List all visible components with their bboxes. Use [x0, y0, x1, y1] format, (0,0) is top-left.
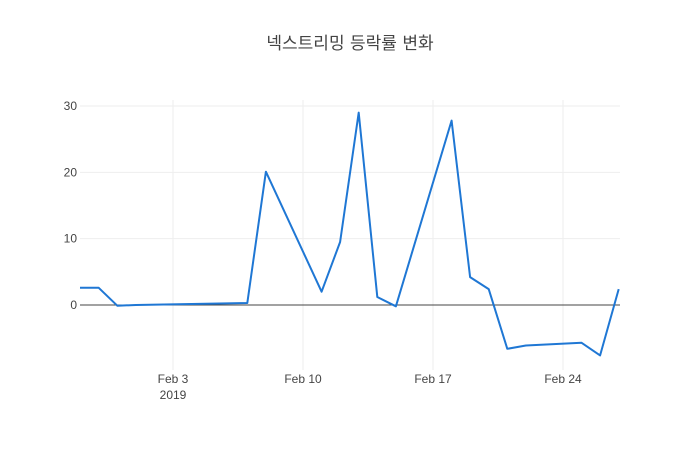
x-tick-label: Feb 3	[158, 372, 189, 386]
grid	[80, 100, 620, 370]
x-tick-sublabel: 2019	[160, 388, 187, 402]
y-tick-label: 30	[64, 99, 78, 113]
y-tick-label: 10	[64, 232, 78, 246]
y-tick-label: 0	[70, 298, 77, 312]
axes: Feb 3 2019 Feb 10 Feb 17 Feb 24 0 10 20 30	[64, 99, 582, 402]
x-tick-label: Feb 10	[284, 372, 322, 386]
chart-title: 넥스트리밍 등락률 변화	[266, 34, 434, 54]
series-line	[80, 111, 620, 357]
x-tick-label: Feb 24	[544, 372, 582, 386]
series-layer	[80, 111, 620, 357]
x-tick-label: Feb 17	[414, 372, 452, 386]
y-tick-label: 20	[64, 165, 78, 179]
